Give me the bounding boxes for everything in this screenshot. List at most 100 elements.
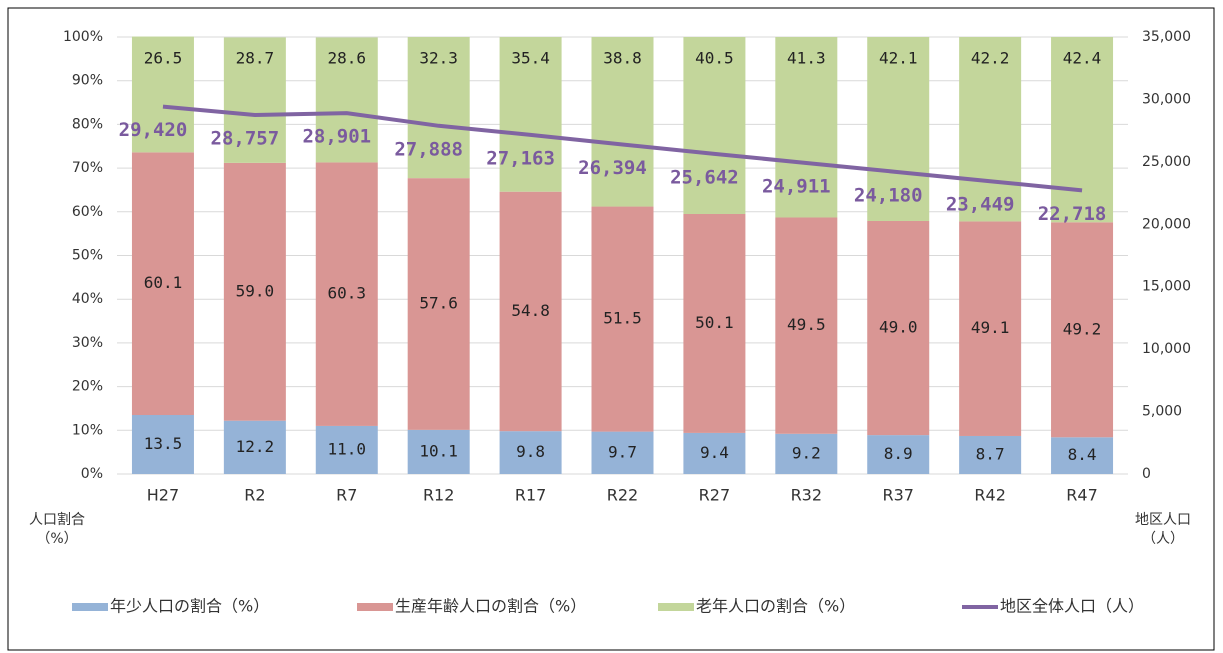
line-value-label: 26,394 bbox=[578, 157, 647, 179]
x-tick-label: R42 bbox=[974, 486, 1005, 505]
x-tick-label: H27 bbox=[147, 486, 179, 505]
bar-value-label: 54.8 bbox=[511, 301, 550, 320]
bar-value-label: 40.5 bbox=[695, 49, 734, 68]
bar-segment bbox=[499, 431, 562, 474]
bar-value-label: 49.5 bbox=[787, 315, 826, 334]
x-tick-label: R27 bbox=[699, 486, 730, 505]
bar-segment bbox=[407, 178, 470, 430]
bar-segment bbox=[223, 162, 286, 421]
bar-segment bbox=[591, 206, 654, 432]
y2-tick-label: 25,000 bbox=[1142, 154, 1191, 170]
line-value-label: 24,180 bbox=[854, 185, 923, 207]
bar-value-label: 42.1 bbox=[879, 49, 918, 68]
bar-segment bbox=[591, 37, 654, 207]
y-tick-label: 0% bbox=[81, 466, 103, 482]
y-tick-label: 50% bbox=[72, 248, 103, 264]
bar-value-label: 60.1 bbox=[144, 273, 183, 292]
x-tick-label: R2 bbox=[244, 486, 265, 505]
bar-value-label: 42.4 bbox=[1063, 49, 1102, 68]
line-value-label: 27,163 bbox=[486, 147, 555, 169]
x-tick-label: R7 bbox=[336, 486, 357, 505]
y2-tick-label: 0 bbox=[1142, 466, 1151, 482]
y-tick-label: 100% bbox=[63, 29, 103, 45]
legend-swatch bbox=[357, 603, 393, 611]
bar-value-label: 35.4 bbox=[511, 49, 550, 68]
bar-segment bbox=[315, 37, 378, 163]
bar-value-label: 12.2 bbox=[236, 437, 275, 456]
bar-segment bbox=[1051, 222, 1114, 438]
bar-segment bbox=[959, 221, 1022, 436]
bar-segment bbox=[315, 162, 378, 426]
y2-tick-label: 15,000 bbox=[1142, 279, 1191, 295]
y-tick-label: 40% bbox=[72, 291, 103, 307]
y-tick-label: 30% bbox=[72, 335, 103, 351]
bar-value-label: 28.7 bbox=[236, 49, 275, 68]
bar-value-label: 11.0 bbox=[328, 439, 367, 458]
bar-segment bbox=[867, 37, 930, 221]
y2-axis-label: 地区人口 bbox=[1135, 512, 1191, 528]
legend-label: 年少人口の割合（%） bbox=[110, 597, 269, 616]
y2-tick-label: 10,000 bbox=[1142, 341, 1191, 357]
y2-tick-label: 30,000 bbox=[1142, 91, 1191, 107]
bar-segment bbox=[131, 415, 194, 474]
y2-tick-label: 5,000 bbox=[1142, 404, 1182, 420]
bar-segment bbox=[683, 37, 746, 214]
y-tick-label: 10% bbox=[72, 422, 103, 438]
bar-segment bbox=[683, 432, 746, 474]
line-value-label: 23,449 bbox=[946, 194, 1015, 216]
legend-swatch bbox=[658, 603, 694, 611]
bar-value-label: 49.1 bbox=[971, 318, 1010, 337]
y-axis-label: （%） bbox=[36, 531, 77, 547]
bar-value-label: 9.4 bbox=[700, 443, 729, 462]
bar-segment bbox=[959, 435, 1022, 474]
line-value-label: 24,911 bbox=[762, 175, 831, 197]
bar-segment bbox=[775, 37, 838, 218]
line-series bbox=[162, 104, 1083, 193]
bar-segment bbox=[959, 37, 1022, 222]
bar-value-label: 60.3 bbox=[328, 284, 367, 303]
bar-value-label: 9.8 bbox=[516, 442, 545, 461]
bar-value-label: 41.3 bbox=[787, 49, 826, 68]
line-value-label: 28,901 bbox=[302, 126, 371, 148]
x-tick-label: R32 bbox=[791, 486, 822, 505]
bar-segment bbox=[223, 420, 286, 474]
legend-label: 老年人口の割合（%） bbox=[696, 597, 855, 616]
legend-label: 生産年齢人口の割合（%） bbox=[395, 597, 586, 616]
bar-segment bbox=[131, 152, 194, 416]
bar-value-label: 38.8 bbox=[603, 49, 642, 68]
y-tick-label: 80% bbox=[72, 116, 103, 132]
line-value-label: 25,642 bbox=[670, 166, 739, 188]
bar-segment bbox=[315, 425, 378, 474]
x-tick-label: R47 bbox=[1066, 486, 1097, 505]
bar-value-label: 32.3 bbox=[419, 49, 458, 68]
chart-frame bbox=[7, 7, 1215, 651]
y2-tick-label: 20,000 bbox=[1142, 216, 1191, 232]
line-value-label: 29,420 bbox=[119, 119, 188, 141]
bar-segment bbox=[407, 429, 470, 474]
bar-segment bbox=[775, 217, 838, 434]
bar-segment bbox=[1051, 437, 1114, 474]
bar-value-label: 59.0 bbox=[236, 281, 275, 300]
bar-value-label: 8.9 bbox=[884, 444, 913, 463]
y2-tick-label: 35,000 bbox=[1142, 29, 1191, 45]
line-value-label: 22,718 bbox=[1038, 203, 1107, 225]
line-value-label: 28,757 bbox=[211, 127, 280, 149]
legend-label: 地区全体人口（人） bbox=[1000, 597, 1144, 616]
x-tick-label: R17 bbox=[515, 486, 546, 505]
bar-segment bbox=[499, 37, 562, 192]
y-tick-label: 60% bbox=[72, 204, 103, 220]
bar-value-label: 49.0 bbox=[879, 318, 918, 337]
line-value-label: 27,888 bbox=[394, 138, 463, 160]
bar-value-label: 8.7 bbox=[976, 444, 1005, 463]
bar-segment bbox=[223, 37, 286, 163]
bar-value-label: 13.5 bbox=[144, 434, 183, 453]
x-tick-label: R12 bbox=[423, 486, 454, 505]
bar-value-label: 26.5 bbox=[144, 49, 183, 68]
y-tick-label: 20% bbox=[72, 379, 103, 395]
bar-value-label: 57.6 bbox=[419, 294, 458, 313]
x-tick-label: R37 bbox=[882, 486, 913, 505]
bar-segment bbox=[499, 191, 562, 432]
y-tick-label: 70% bbox=[72, 160, 103, 176]
bar-segment bbox=[867, 220, 930, 436]
